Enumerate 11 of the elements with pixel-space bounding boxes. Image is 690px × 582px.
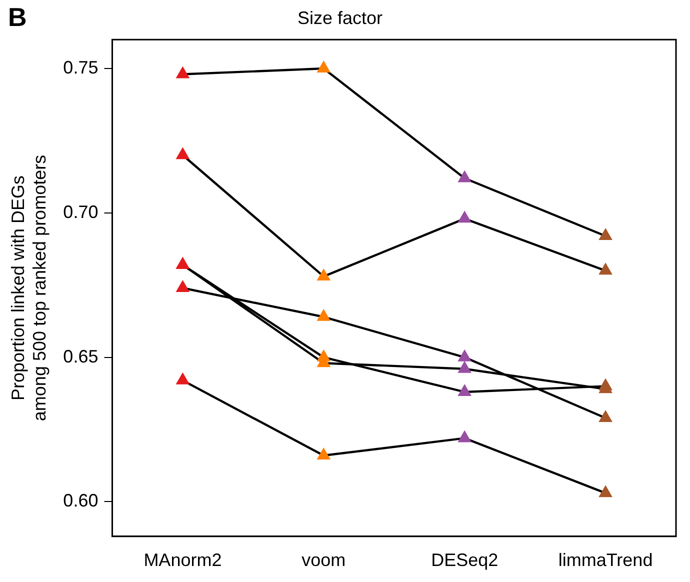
x-tick-label: voom xyxy=(302,550,346,570)
y-tick-label: 0.70 xyxy=(63,202,98,222)
chart-title: Size factor xyxy=(297,8,383,28)
y-axis-title: Proportion linked with DEGs among 500 top ranked promoters xyxy=(8,154,50,422)
y-tick-label: 0.65 xyxy=(63,346,98,366)
y-tick-label: 0.75 xyxy=(63,57,98,78)
y-tick-label: 0.60 xyxy=(63,490,98,511)
x-tick-label: MAnorm2 xyxy=(144,550,222,570)
text: B xyxy=(8,2,27,32)
x-tick-label: DESeq2 xyxy=(431,550,498,570)
x-tick-label: limmaTrend xyxy=(558,550,653,570)
